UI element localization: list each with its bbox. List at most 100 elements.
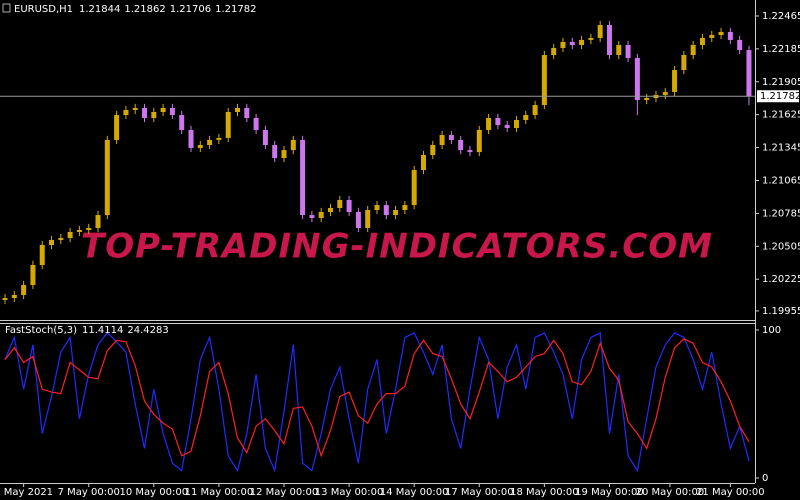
x-tick-label: 13 May 00:00 [315,487,384,498]
readout-value: 1.21862 [124,4,165,15]
candle-body [11,294,17,299]
candle-body [727,31,733,40]
candle-body [551,47,557,55]
candle-body [467,150,473,153]
candle-body [402,205,408,211]
candle-body [383,205,389,216]
candle-body [597,25,603,38]
candle-body [662,92,668,95]
candle-body [420,155,426,171]
x-tick-label: 11 May 00:00 [185,487,254,498]
candle-body [179,115,185,130]
candle-body [672,70,678,93]
readout-value: 1.21706 [170,4,211,15]
candle-body [690,45,696,55]
x-tick-label: 12 May 00:00 [250,487,319,498]
candle-body [337,200,343,209]
candle-body [104,139,110,216]
candle-body [569,41,575,46]
candle-body [318,212,324,218]
y-tick-label: 1.22185 [762,44,800,55]
candle-body [95,215,101,228]
ohlc-readout: 1.21844 1.21862 1.21706 1.21782 [79,4,256,15]
x-tick-label: 10 May 00:00 [120,487,189,498]
y-tick-label: 1.21905 [762,77,800,88]
candle-body [225,111,231,138]
candle-body [504,125,510,128]
candle-body [644,98,650,101]
x-tick-label: 19 May 00:00 [575,487,644,498]
candle-body [290,139,296,151]
candle-body [39,245,45,266]
x-tick-label: 21 May 00:00 [696,487,765,498]
readout-value: 1.21782 [215,4,256,15]
candle-body [355,212,361,228]
candle-body [486,117,492,130]
candle-body [458,139,464,151]
candle-body [346,200,352,213]
symbol-label: EURUSD,H1 [14,4,73,15]
candle-body [281,150,287,159]
candle-body [86,227,92,230]
y-tick-label: 100 [762,325,781,336]
candle-body [169,107,175,116]
candle-body [523,115,529,120]
indicator-line [4,338,750,458]
candle-body [309,215,315,218]
candle-body [746,50,752,97]
candle-body [327,208,333,213]
candle-body [365,210,371,228]
candle-body [272,145,278,159]
indicator-readout: 11.4114 24.4283 [82,325,169,336]
chart-icon [2,3,11,13]
x-tick-label: 18 May 00:00 [510,487,579,498]
candle-body [2,298,8,301]
y-tick-label: 1.21625 [762,110,800,121]
candle-body [58,237,64,240]
candle-body [737,39,743,51]
candle-body [393,210,399,216]
candle-body [197,145,203,148]
bid-label-box [757,90,799,103]
candle-body [699,37,705,46]
readout-value: 1.21844 [79,4,120,15]
candle-body [495,117,501,126]
x-tick-label: 6 May 2021 [0,487,53,498]
candle-body [244,107,250,118]
indicator-title: FastStoch(5,3) [5,325,77,336]
indicator-value: 11.4114 [82,325,123,336]
candle-body [681,54,687,71]
candle-body [253,117,259,130]
y-tick-label: 1.21345 [762,143,800,154]
candle-body [142,107,148,118]
candle-body [411,170,417,206]
indicator-value: 24.4283 [127,325,168,336]
y-tick-label: 1.20505 [762,241,800,252]
candle-body [132,107,138,110]
candle-body [579,39,585,46]
x-tick-label: 7 May 00:00 [58,487,120,498]
y-tick-label: 1.20225 [762,274,800,285]
candle-body [30,265,36,285]
candle-body [513,119,519,128]
y-tick-label: 1.22465 [762,11,800,22]
candle-body [123,109,129,116]
candle-body [616,45,622,55]
candle-body [188,129,194,148]
candle-body [476,129,482,153]
candle-body [216,137,222,140]
candle-body [606,25,612,55]
candle-body [151,111,157,118]
candle-body [262,129,268,146]
candle-body [76,229,82,232]
y-tick-label: 1.19955 [762,306,800,317]
candle-body [560,41,566,48]
candle-body [21,284,27,295]
candle-body [160,107,166,112]
x-tick-label: 20 May 00:00 [636,487,705,498]
y-tick-label: 0 [762,473,768,484]
candle-body [67,231,73,238]
y-tick-label: 1.21065 [762,176,800,187]
